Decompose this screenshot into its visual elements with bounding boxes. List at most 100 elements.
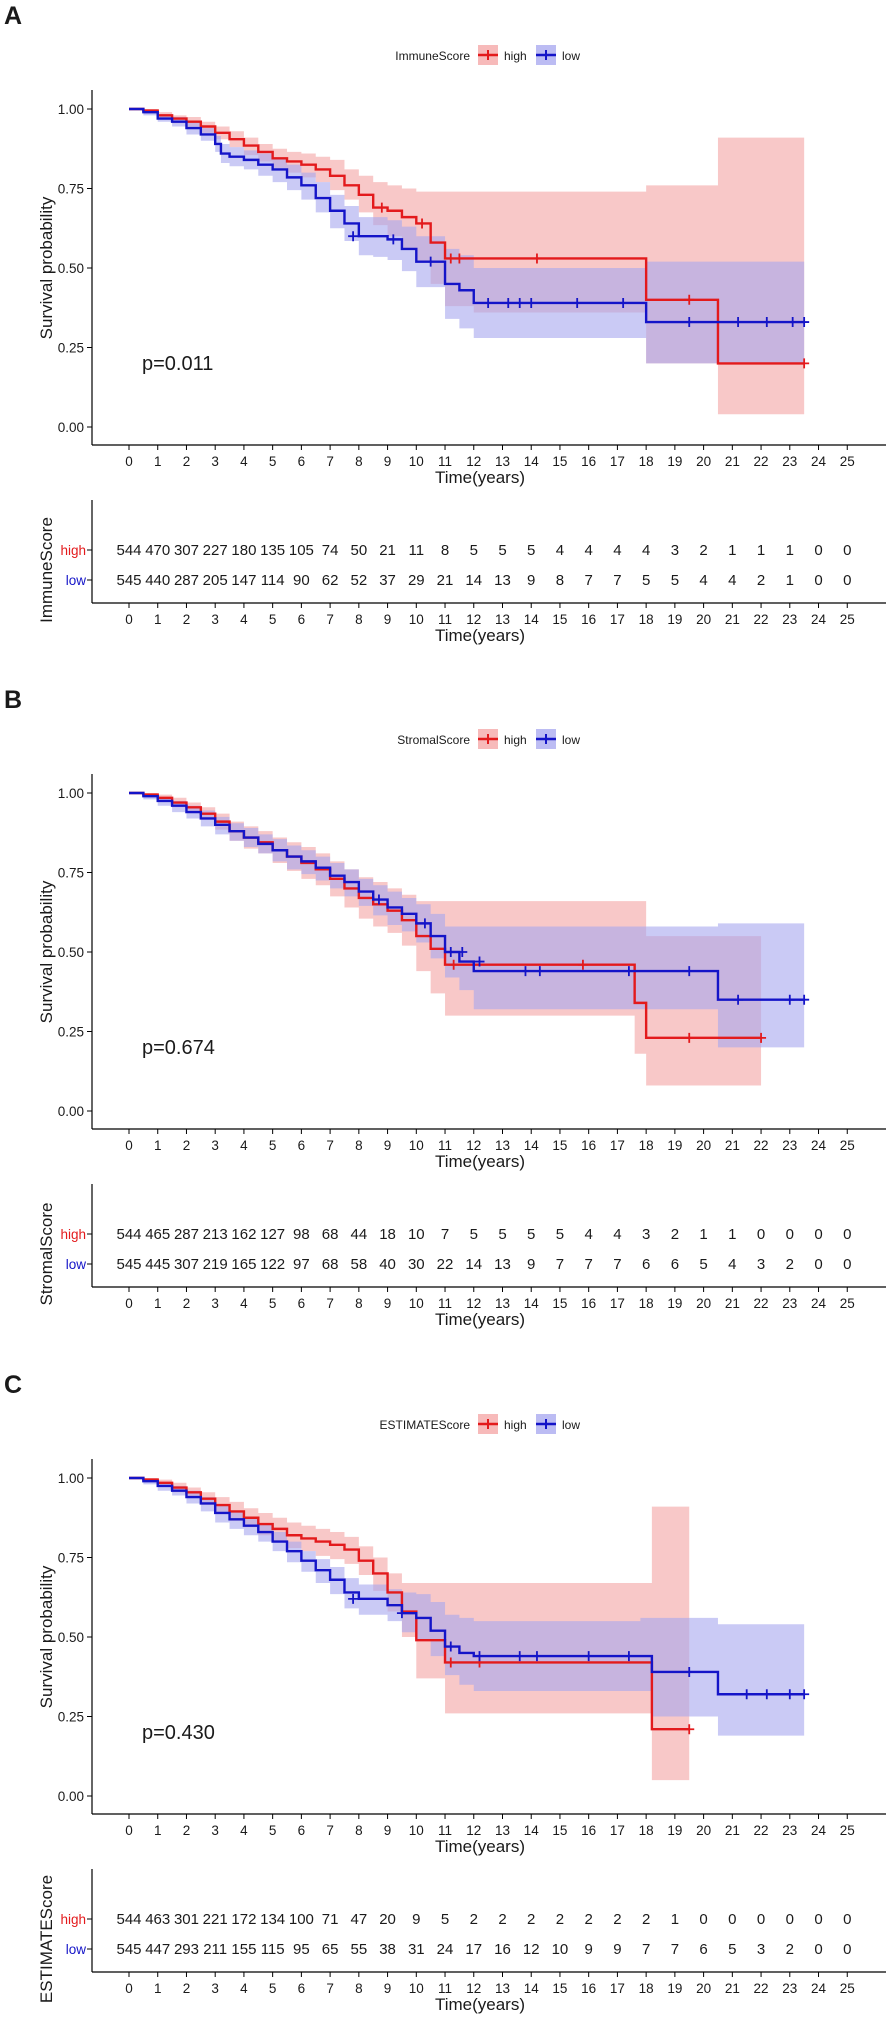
risk-count: 6: [642, 1256, 650, 1273]
x-tick-label: 9: [384, 454, 392, 469]
y-tick-label: 0.50: [58, 1630, 84, 1645]
risk-table-x-tick-label: 21: [725, 1296, 740, 1311]
x-tick-label: 10: [409, 1823, 424, 1838]
risk-count: 293: [174, 1941, 199, 1958]
survival-curve-high: [129, 107, 805, 365]
risk-table-x-tick-label: 9: [384, 1981, 392, 1996]
x-tick-label: 5: [269, 454, 277, 469]
censor-mark-low: [761, 1689, 772, 1700]
risk-count: 1: [671, 1911, 679, 1928]
risk-count: 2: [527, 1911, 535, 1928]
risk-count: 0: [843, 1256, 851, 1273]
censor-mark-low: [514, 1651, 525, 1662]
x-tick-label: 6: [298, 1823, 306, 1838]
x-tick-label: 19: [667, 454, 682, 469]
risk-table-x-tick-label: 3: [211, 612, 219, 627]
panel-label: A: [4, 2, 22, 30]
x-tick-label: 3: [211, 454, 219, 469]
censor-mark-low: [526, 297, 537, 308]
x-tick-label: 17: [610, 1138, 625, 1153]
risk-count: 1: [728, 542, 736, 559]
risk-count: 219: [203, 1256, 228, 1273]
legend-title: ESTIMATEScore: [380, 1418, 471, 1432]
risk-table-x-tick-label: 7: [326, 1981, 334, 1996]
x-tick-label: 16: [581, 1823, 596, 1838]
risk-count: 3: [671, 542, 679, 559]
y-tick-label: 0.00: [58, 1789, 84, 1804]
risk-table-x-tick-label: 14: [524, 1296, 540, 1311]
risk-table-x-tick-label: 5: [269, 1981, 277, 1996]
risk-count: 3: [642, 1226, 650, 1243]
risk-count: 10: [552, 1941, 569, 1958]
censor-mark-low: [445, 1641, 456, 1652]
x-tick-label: 18: [639, 454, 654, 469]
risk-count: 147: [231, 572, 256, 589]
risk-count: 1: [699, 1226, 707, 1243]
risk-table-xlabel: Time(years): [435, 1995, 525, 2014]
risk-count: 211: [203, 1941, 227, 1958]
x-tick-label: 2: [183, 1138, 191, 1153]
y-tick-label: 0.25: [58, 1025, 84, 1040]
risk-table-x-tick-label: 22: [754, 1981, 769, 1996]
risk-table-x-tick-label: 11: [438, 1981, 452, 1996]
censor-mark-low: [474, 1651, 485, 1662]
risk-count: 5: [671, 572, 679, 589]
y-tick-label: 0.25: [58, 1710, 84, 1725]
risk-row-label-high: high: [60, 1912, 86, 1927]
risk-table-x-tick-label: 8: [355, 612, 363, 627]
risk-count: 8: [556, 572, 564, 589]
risk-table-x-tick-label: 16: [581, 612, 596, 627]
risk-table-x-tick-label: 19: [667, 1296, 682, 1311]
risk-count: 227: [203, 542, 228, 559]
risk-count: 5: [498, 1226, 506, 1243]
risk-table-x-tick-label: 23: [782, 1296, 797, 1311]
survival-curve-low: [129, 791, 805, 1001]
risk-count: 74: [322, 542, 339, 559]
risk-count: 134: [260, 1911, 285, 1928]
censor-mark-low: [419, 918, 430, 929]
risk-row-label-high: high: [60, 543, 86, 558]
x-tick-label: 14: [524, 1138, 540, 1153]
risk-table-x-tick-label: 20: [696, 1981, 711, 1996]
risk-count: 9: [527, 1256, 535, 1273]
risk-count: 1: [728, 1226, 736, 1243]
risk-count: 2: [613, 1911, 621, 1928]
risk-table-x-tick-label: 19: [667, 612, 682, 627]
y-tick-label: 0.00: [58, 1104, 84, 1119]
risk-table-x-tick-label: 2: [183, 1296, 191, 1311]
risk-table-x-tick-label: 8: [355, 1981, 363, 1996]
risk-count: 50: [350, 542, 367, 559]
risk-table-x-tick-label: 1: [154, 1296, 162, 1311]
x-axis-label: Time(years): [435, 468, 525, 487]
risk-table-xlabel: Time(years): [435, 626, 525, 645]
risk-count: 2: [498, 1911, 506, 1928]
x-tick-label: 24: [811, 454, 827, 469]
risk-table-x-tick-label: 10: [409, 1981, 424, 1996]
legend-title: StromalScore: [397, 733, 470, 747]
x-tick-label: 20: [696, 454, 711, 469]
risk-count: 0: [786, 1226, 794, 1243]
censor-mark-low: [799, 1689, 810, 1700]
risk-count: 9: [585, 1941, 593, 1958]
risk-count: 5: [527, 1226, 535, 1243]
risk-count: 20: [379, 1911, 396, 1928]
censor-mark-low: [348, 1593, 359, 1604]
risk-count: 17: [465, 1941, 482, 1958]
risk-count: 172: [231, 1911, 256, 1928]
risk-count: 5: [556, 1226, 564, 1243]
risk-count: 3: [757, 1256, 765, 1273]
x-tick-label: 15: [552, 454, 567, 469]
risk-count: 68: [322, 1256, 339, 1273]
y-axis-label: Survival probability: [37, 1565, 56, 1708]
x-tick-label: 13: [495, 454, 510, 469]
risk-table-x-tick-label: 20: [696, 612, 711, 627]
risk-table: ImmuneScore high 544 470 307 227 180 135 105 74 50…: [37, 500, 886, 645]
risk-table-x-tick-label: 22: [754, 1296, 769, 1311]
x-tick-label: 15: [552, 1138, 567, 1153]
censor-mark-low: [457, 947, 468, 957]
risk-table-x-tick-label: 0: [125, 1981, 133, 1996]
x-tick-label: 8: [355, 454, 363, 469]
risk-count: 11: [409, 542, 425, 559]
